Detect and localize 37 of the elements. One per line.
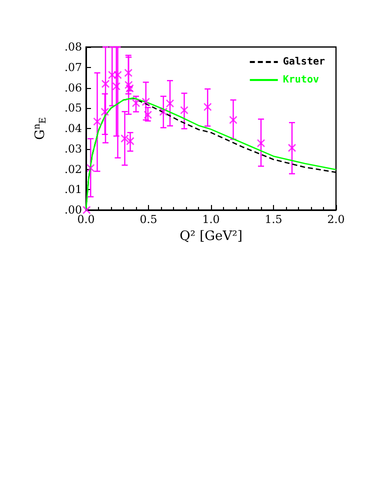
x-tick-label: 1.0 [202, 213, 220, 226]
y-tick-label: .04 [64, 122, 82, 135]
y-tick-label: .02 [64, 162, 82, 176]
point [114, 70, 122, 80]
point [256, 139, 266, 148]
point [166, 99, 174, 108]
legend-label: Galster [282, 56, 326, 68]
point [159, 108, 168, 116]
point [86, 164, 95, 172]
point [126, 136, 134, 146]
point [82, 206, 91, 214]
y-tick-label: .05 [64, 102, 82, 115]
y-tick-label: .01 [64, 183, 82, 196]
x-tick-label: 2.0 [327, 213, 345, 226]
y-tick-label: .07 [64, 60, 82, 74]
x-tick-label: 0.5 [140, 213, 158, 226]
x-axis-title: Q² [GeV²] [180, 229, 242, 244]
point [100, 108, 110, 116]
legend-label: Krutov [282, 74, 319, 86]
point [124, 80, 133, 90]
point [229, 116, 238, 124]
point [203, 102, 212, 112]
point [112, 82, 121, 90]
point [288, 144, 296, 152]
point [93, 117, 102, 126]
y-tick-label: .03 [64, 142, 82, 156]
point [142, 98, 150, 106]
point [108, 70, 116, 80]
x-tick-label: 0.0 [77, 213, 95, 226]
point [101, 80, 110, 88]
point [180, 106, 188, 114]
y-tick-label: .06 [64, 81, 82, 94]
x-tick-label: 1.5 [264, 213, 282, 226]
y-axis-title: GnE [32, 117, 48, 140]
point [132, 98, 140, 108]
y-tick-label: .08 [64, 40, 82, 54]
point [124, 68, 133, 78]
